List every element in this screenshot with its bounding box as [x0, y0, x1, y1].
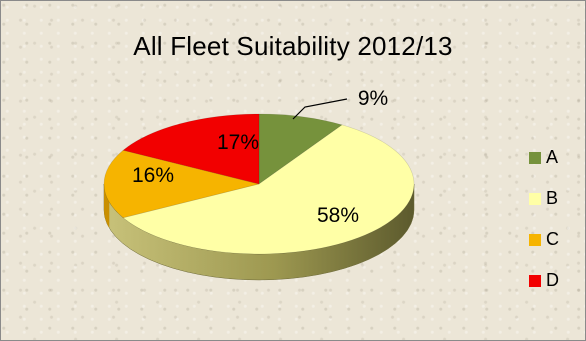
- pie-data-labels: 9% 58% 16% 17%: [132, 87, 388, 227]
- legend-label-c: C: [546, 229, 559, 249]
- pie-slice-a: [258, 113, 343, 185]
- pie-side-wall-c: [104, 184, 110, 229]
- legend-swatch-b: [529, 193, 541, 205]
- pie-slices: [103, 113, 415, 255]
- pie-slice-c: [103, 149, 260, 219]
- legend-label-b: B: [546, 188, 559, 208]
- pie-slice-b: [122, 124, 415, 255]
- legend-swatch-c: [529, 234, 541, 246]
- pie-slice-d: [122, 113, 260, 185]
- legend-label-d: D: [546, 270, 559, 290]
- data-label-d: 17%: [217, 131, 259, 154]
- legend-item-c: C: [529, 229, 579, 250]
- legend-label-a: A: [546, 147, 559, 167]
- legend-swatch-d: [529, 275, 541, 287]
- data-label-a: 9%: [358, 87, 388, 110]
- legend-item-b: B: [529, 188, 579, 209]
- data-label-c: 16%: [132, 164, 174, 187]
- leader-line-a: [292, 98, 348, 120]
- data-label-b: 58%: [317, 204, 359, 227]
- legend-item-d: D: [529, 270, 579, 291]
- legend-swatch-a: [529, 152, 541, 164]
- chart-title: All Fleet Suitability 2012/13: [133, 31, 453, 61]
- legend-item-a: A: [529, 147, 579, 168]
